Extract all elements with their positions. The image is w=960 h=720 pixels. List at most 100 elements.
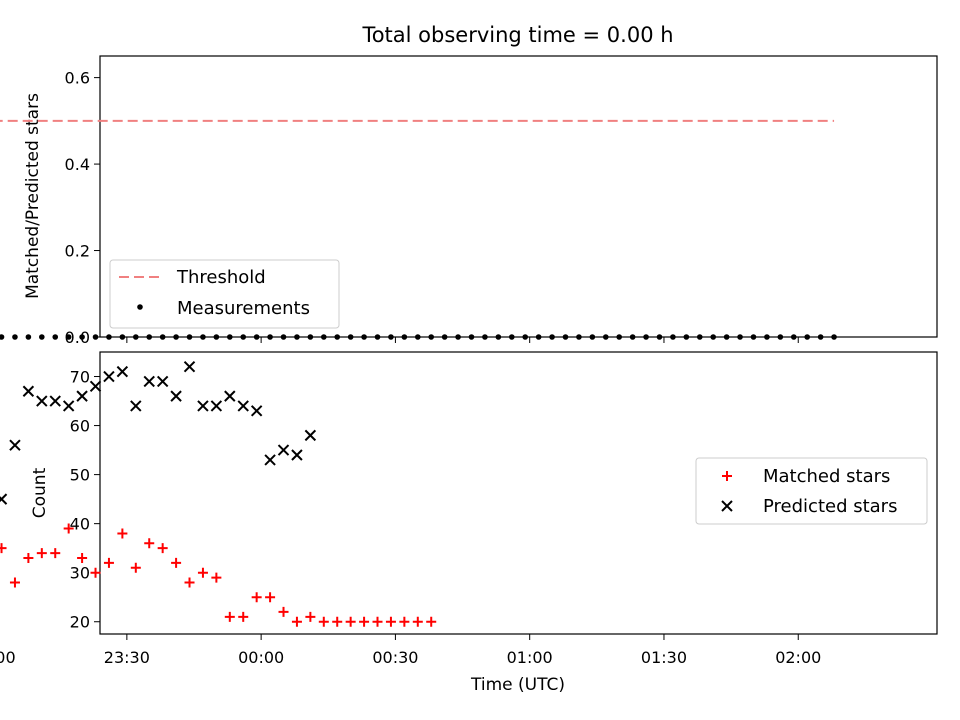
measurement-point <box>12 334 18 340</box>
matched-star-point <box>332 616 343 627</box>
measurement-point <box>119 334 126 340</box>
bottom-y-tick-label: 40 <box>70 515 90 534</box>
matched-star-point <box>63 523 74 534</box>
x-tick-label: 02:00 <box>775 648 821 667</box>
matched-star-point <box>345 616 356 627</box>
measurement-point <box>374 334 381 340</box>
measurement-point <box>200 334 206 340</box>
matched-star-point <box>412 616 423 627</box>
bottom-panel-frame <box>99 351 938 635</box>
predicted-star-point <box>76 390 88 402</box>
measurement-point <box>508 334 515 340</box>
measurement-point <box>186 334 193 340</box>
measurement-point <box>589 334 596 340</box>
predicted-star-point <box>277 444 290 456</box>
measurement-point <box>294 334 300 340</box>
measurement-point <box>106 334 112 340</box>
measurement-point <box>240 334 247 340</box>
measurement-point <box>790 334 797 340</box>
predicted-star-point <box>9 439 21 451</box>
legend-matched-label: Matched stars <box>763 466 890 487</box>
matched-star-point <box>238 611 249 622</box>
predicted-star-point <box>156 375 169 388</box>
matched-star-point <box>197 567 208 578</box>
bottom-y-tick-label: 60 <box>70 417 90 436</box>
matched-star-point <box>305 611 316 622</box>
top-legend-box <box>109 259 340 329</box>
measurement-point <box>227 334 233 340</box>
measurement-point <box>213 334 220 340</box>
matched-star-point <box>171 557 182 568</box>
measurement-point <box>817 334 824 340</box>
measurement-point <box>65 334 72 340</box>
matched-star-point <box>130 562 141 573</box>
matched-star-point <box>90 567 101 578</box>
measurement-point <box>92 334 99 340</box>
measurement-point <box>562 334 569 340</box>
measurement-point <box>0 334 5 340</box>
predicted-star-point <box>304 429 317 442</box>
x-tick-label: 01:00 <box>507 648 553 667</box>
measurement-point <box>361 334 367 340</box>
matched-star-point <box>291 616 302 627</box>
measurement-point <box>307 334 314 340</box>
matched-star-point <box>50 548 61 559</box>
measurement-point <box>643 334 649 340</box>
matched-star-point <box>372 616 383 627</box>
bottom-y-tick-label: 20 <box>70 613 90 632</box>
measurement-point <box>468 334 475 340</box>
legend-predicted-swatch <box>721 500 733 512</box>
legend-measurements-label: Measurements <box>177 298 310 319</box>
measurement-point <box>522 334 529 340</box>
measurement-point <box>616 334 623 340</box>
top-y-tick-label: 0.4 <box>65 155 90 174</box>
measurement-point <box>737 334 743 340</box>
measurement-point <box>535 334 542 340</box>
measurement-point <box>79 334 85 340</box>
chart-title: Total observing time = 0.00 h <box>361 23 673 47</box>
matched-star-point <box>265 592 276 603</box>
measurement-point <box>629 334 636 340</box>
top-y-tick-label: 0.2 <box>65 242 90 261</box>
legend-predicted-label: Predicted stars <box>763 496 897 517</box>
bottom-y-tick-label: 70 <box>70 368 90 387</box>
measurement-point <box>401 334 408 340</box>
measurement-point <box>280 334 287 340</box>
predicted-star-point <box>170 390 182 402</box>
matched-star-point <box>211 572 222 583</box>
measurement-point <box>683 334 690 340</box>
measurement-point <box>656 334 663 340</box>
top-y-axis-label: Matched/Predicted stars <box>23 93 43 299</box>
predicted-star-point <box>237 400 249 412</box>
predicted-star-point <box>291 449 303 461</box>
predicted-star-point <box>264 454 276 466</box>
measurement-point <box>482 334 488 340</box>
x-tick-label: 23:30 <box>104 648 150 667</box>
legend-matched-swatch <box>722 471 732 481</box>
x-tick-label: 23:00 <box>0 648 16 667</box>
measurement-point <box>39 334 45 340</box>
bottom-y-axis-label: Count <box>30 467 50 518</box>
matched-star-point <box>184 577 195 588</box>
predicted-star-point <box>89 380 102 393</box>
measurement-point <box>777 334 784 340</box>
predicted-star-point <box>130 400 142 412</box>
predicted-star-point <box>62 400 75 412</box>
matched-star-point <box>9 577 20 588</box>
measurement-point <box>133 334 139 340</box>
measurement-point <box>334 334 341 340</box>
matched-star-point <box>385 616 396 627</box>
measurement-point <box>388 334 394 340</box>
measurement-point <box>173 334 179 340</box>
matched-star-point <box>36 548 47 559</box>
matched-star-point <box>278 606 289 617</box>
matched-star-point <box>23 552 34 563</box>
matched-star-point <box>0 543 7 554</box>
predicted-star-point <box>210 400 223 412</box>
matched-star-point <box>359 616 370 627</box>
predicted-star-point <box>36 395 48 407</box>
matched-star-point <box>224 611 235 622</box>
legend-measurements-swatch <box>137 304 143 310</box>
measurement-point <box>696 334 703 340</box>
